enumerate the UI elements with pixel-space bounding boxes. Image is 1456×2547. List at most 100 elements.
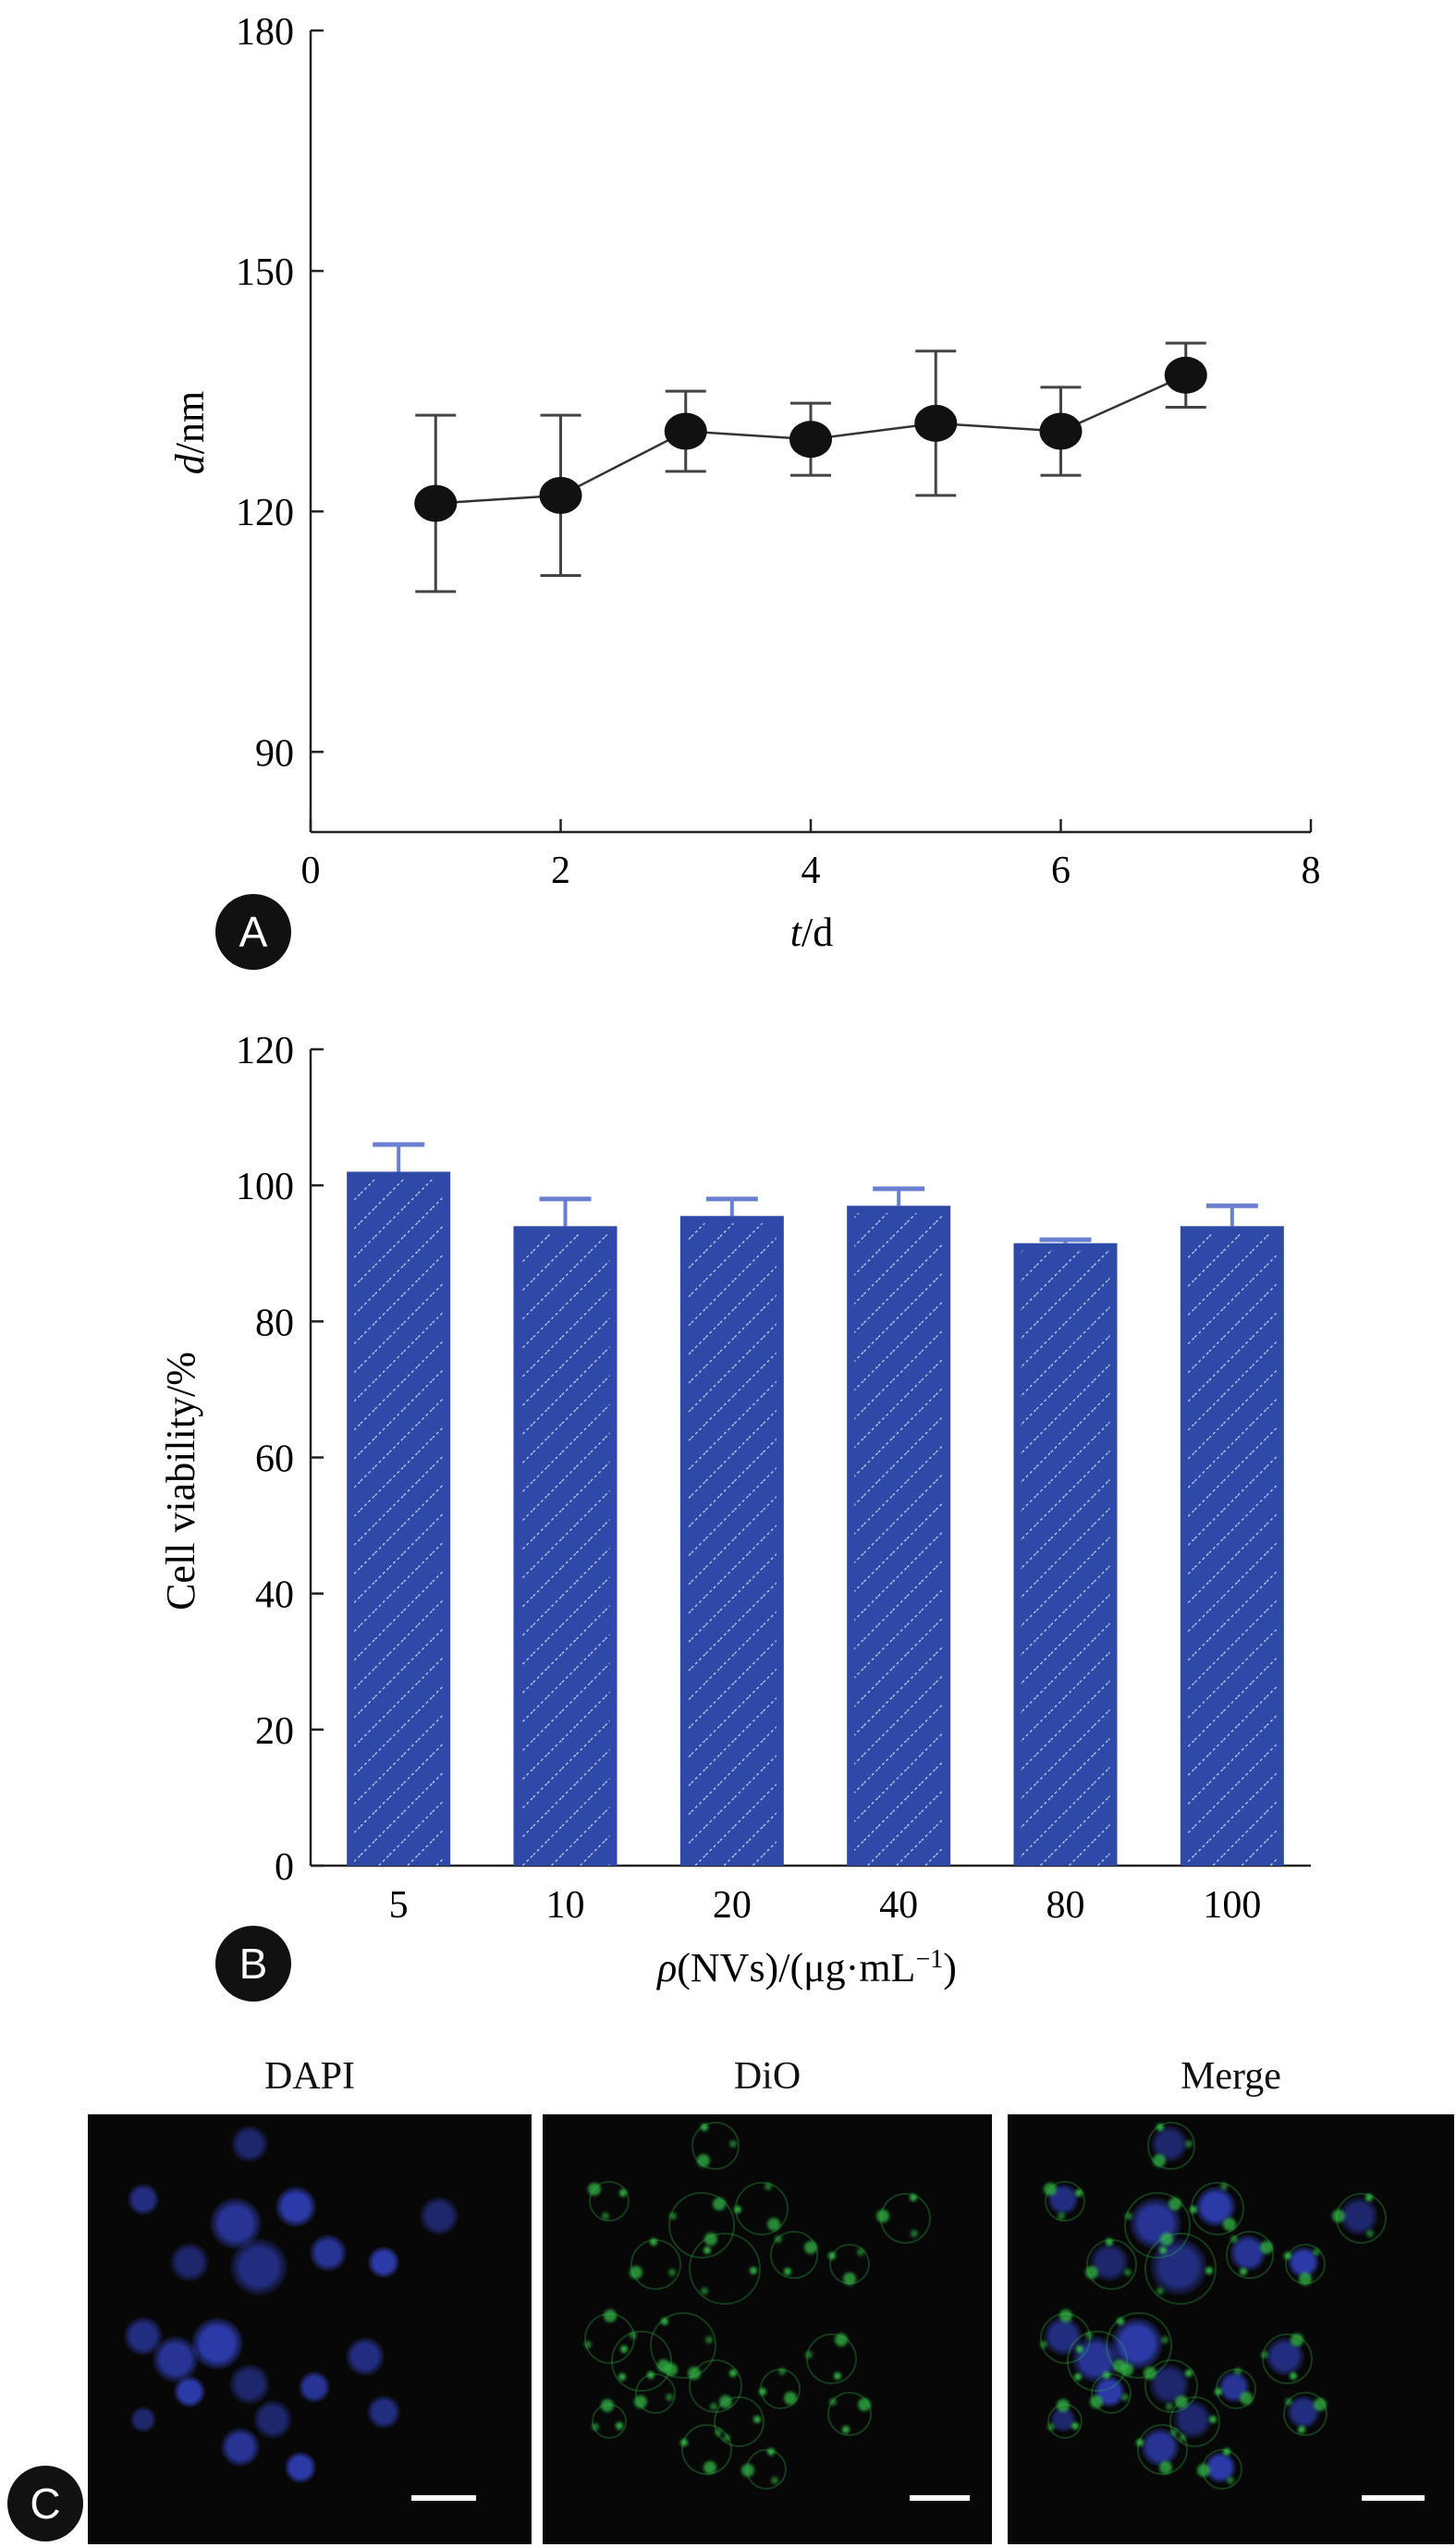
scale-bar [910, 2495, 970, 2501]
bar-hatch [520, 1233, 610, 1866]
cell-nucleus [231, 2125, 268, 2162]
cell-nucleus [152, 2335, 200, 2383]
cell-nucleus [253, 2400, 292, 2439]
x-tick-label: 2 [551, 850, 570, 892]
dio-membrane-ring [1047, 2404, 1083, 2439]
cell-nucleus [285, 2452, 316, 2483]
scale-bar [411, 2495, 476, 2501]
dio-membrane-ring [630, 2238, 681, 2290]
cell-nucleus [275, 2186, 317, 2228]
data-point [1164, 356, 1207, 394]
chart-b-xlabel: ρ(NVs)/(μg·mL−1) [655, 1945, 957, 1991]
x-tick-label: 40 [879, 1884, 918, 1927]
cell-nucleus [368, 2247, 399, 2278]
data-point [1039, 412, 1083, 450]
dio-membrane-ring [1201, 2448, 1243, 2491]
data-point [914, 404, 958, 442]
cell-nucleus [230, 2238, 288, 2296]
chart-a-line-plot: 90 120 150 180 0 2 4 6 8 d/nm t/d [167, 11, 1321, 955]
dio-membrane-ring [1044, 2180, 1086, 2223]
bar-hatch [354, 1179, 444, 1866]
micrograph-title-dapi: DAPI [263, 2055, 355, 2098]
x-tick-label: 4 [801, 850, 821, 892]
dio-membrane-ring [588, 2180, 630, 2223]
dio-membrane-ring [592, 2404, 627, 2439]
dio-membrane-ring [805, 2333, 857, 2384]
dio-membrane-ring [1226, 2231, 1274, 2279]
panel-label-b: B [215, 1926, 291, 2002]
dio-membrane-ring [1085, 2238, 1137, 2290]
dio-membrane-ring [770, 2231, 818, 2279]
x-tick-label: 100 [1203, 1884, 1261, 1927]
dio-membrane-ring [688, 2232, 762, 2306]
cell-nucleus [130, 2406, 156, 2432]
micrograph-dio [543, 2114, 992, 2544]
dio-membrane-ring [713, 2395, 765, 2447]
y-tick-label: 40 [255, 1574, 294, 1617]
cell-nucleus [128, 2184, 159, 2215]
data-point [414, 484, 458, 522]
y-tick-label: 180 [236, 11, 294, 54]
data-point [664, 412, 707, 450]
cell-nucleus [170, 2243, 209, 2282]
dio-membrane-ring [826, 2391, 873, 2437]
dio-membrane-ring [1147, 2122, 1195, 2170]
bar-hatch [1021, 1250, 1110, 1866]
dio-membrane-ring [1136, 2423, 1188, 2475]
y-tick-label: 120 [236, 1030, 294, 1072]
bar-hatch [687, 1223, 777, 1866]
scale-bar [1362, 2495, 1425, 2501]
dio-membrane-ring [879, 2192, 931, 2244]
dio-membrane-ring [745, 2448, 788, 2491]
dio-membrane-ring [1284, 2243, 1327, 2285]
cell-nucleus [420, 2197, 459, 2235]
cell-nucleus [310, 2235, 347, 2271]
dio-membrane-ring [734, 2181, 789, 2236]
panel-label-a: A [215, 894, 291, 970]
x-tick-label: 80 [1046, 1884, 1085, 1927]
dio-membrane-ring [759, 2368, 801, 2410]
y-tick-label: 120 [236, 492, 294, 534]
panel-label-c: C [7, 2466, 83, 2541]
x-tick-label: 10 [546, 1884, 585, 1927]
dio-membrane-ring [1090, 2372, 1132, 2415]
cell-nucleus [346, 2337, 385, 2376]
dio-membrane-ring [1106, 2312, 1172, 2379]
dio-membrane-ring [828, 2243, 871, 2285]
x-tick-label: 0 [301, 850, 321, 892]
cell-nucleus [299, 2371, 330, 2403]
x-tick-label: 6 [1051, 850, 1071, 892]
micrograph-title-dio: DiO [733, 2055, 801, 2098]
x-tick-label: 5 [389, 1884, 409, 1927]
y-tick-label: 100 [236, 1166, 294, 1208]
data-point [789, 421, 832, 459]
cell-nucleus [366, 2394, 401, 2430]
dio-membrane-ring [1335, 2192, 1387, 2244]
y-tick-label: 60 [255, 1439, 294, 1481]
dio-membrane-ring [1144, 2232, 1217, 2306]
dio-membrane-ring [634, 2372, 677, 2415]
chart-b-y-ticks: 0 20 40 60 80 100 120 [236, 1030, 324, 1889]
dio-membrane-ring [1215, 2368, 1257, 2410]
y-tick-label: 20 [255, 1710, 294, 1753]
chart-a-series [414, 341, 1207, 594]
micrograph-dapi [88, 2114, 532, 2544]
chart-a-y-ticks: 90 120 150 180 [236, 11, 324, 775]
chart-a-ylabel: d/nm [167, 391, 213, 474]
chart-b-bars [347, 1142, 1284, 1866]
x-tick-label: 8 [1302, 850, 1321, 892]
chart-b-ylabel: Cell viability/% [158, 1352, 203, 1610]
y-tick-label: 0 [275, 1846, 294, 1889]
y-tick-label: 90 [255, 732, 294, 775]
chart-b-x-ticks: 5 10 20 40 80 100 [389, 1884, 1262, 1927]
dio-membrane-ring [1190, 2181, 1245, 2236]
dio-membrane-ring [1282, 2391, 1328, 2437]
chart-a-x-ticks: 0 2 4 6 8 [301, 819, 1321, 892]
cell-nucleus [221, 2428, 260, 2467]
dio-membrane-ring [691, 2122, 740, 2170]
chart-b-axes [309, 1049, 1311, 1867]
cell-nucleus [191, 2318, 243, 2369]
data-point [539, 476, 582, 514]
cell-nucleus [174, 2376, 205, 2407]
